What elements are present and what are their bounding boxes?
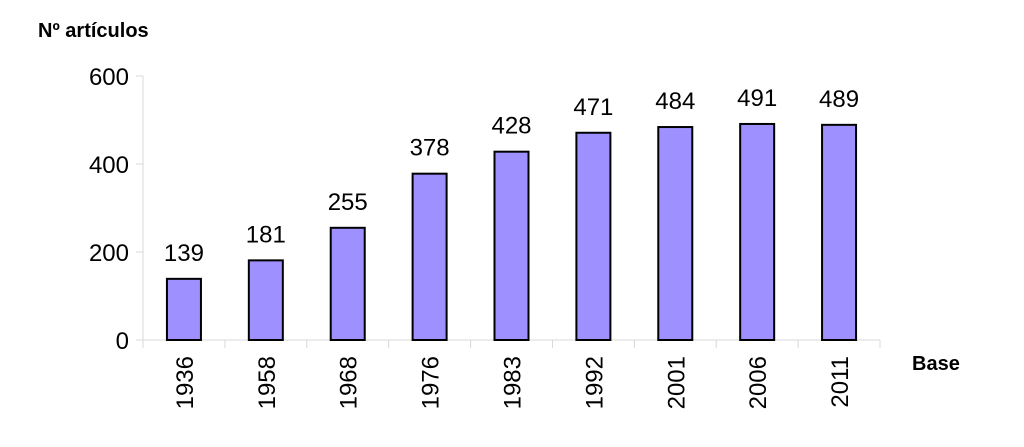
bar-1958: [247, 259, 284, 341]
y-tick-label: 600: [89, 64, 129, 91]
x-tick-label: 1936: [172, 356, 199, 409]
x-axis-title: Base: [912, 353, 960, 375]
bar-2006: [739, 122, 776, 341]
data-label: 255: [328, 189, 368, 216]
data-label: 378: [410, 135, 450, 162]
bar-2001: [657, 126, 694, 342]
x-tick-label: 1958: [254, 356, 281, 409]
bar-1936: [165, 277, 202, 341]
data-label: 491: [737, 85, 777, 112]
bar-1976: [411, 172, 448, 341]
y-axis-title: Nº artículos: [38, 20, 149, 42]
y-tick-label: 0: [116, 328, 129, 355]
y-tick-label: 200: [89, 240, 129, 267]
bar-1992: [575, 131, 612, 341]
data-label: 181: [246, 221, 286, 248]
x-tick-label: 1976: [418, 356, 445, 409]
data-label: 428: [491, 113, 531, 140]
bar-2011: [821, 123, 858, 341]
y-tick-label: 400: [89, 152, 129, 179]
x-tick-label: 1968: [336, 356, 363, 409]
x-tick-label: 2006: [745, 356, 772, 409]
x-tick-label: 2001: [663, 356, 690, 409]
data-label: 139: [164, 240, 204, 267]
data-label: 484: [655, 88, 695, 115]
data-label: 471: [573, 94, 613, 121]
x-tick-label: 1992: [581, 356, 608, 409]
x-tick-label: 2011: [827, 356, 854, 408]
bar-1983: [493, 150, 530, 341]
x-tick-label: 1983: [500, 356, 527, 409]
data-label: 489: [819, 86, 859, 113]
bar-1968: [329, 226, 366, 341]
